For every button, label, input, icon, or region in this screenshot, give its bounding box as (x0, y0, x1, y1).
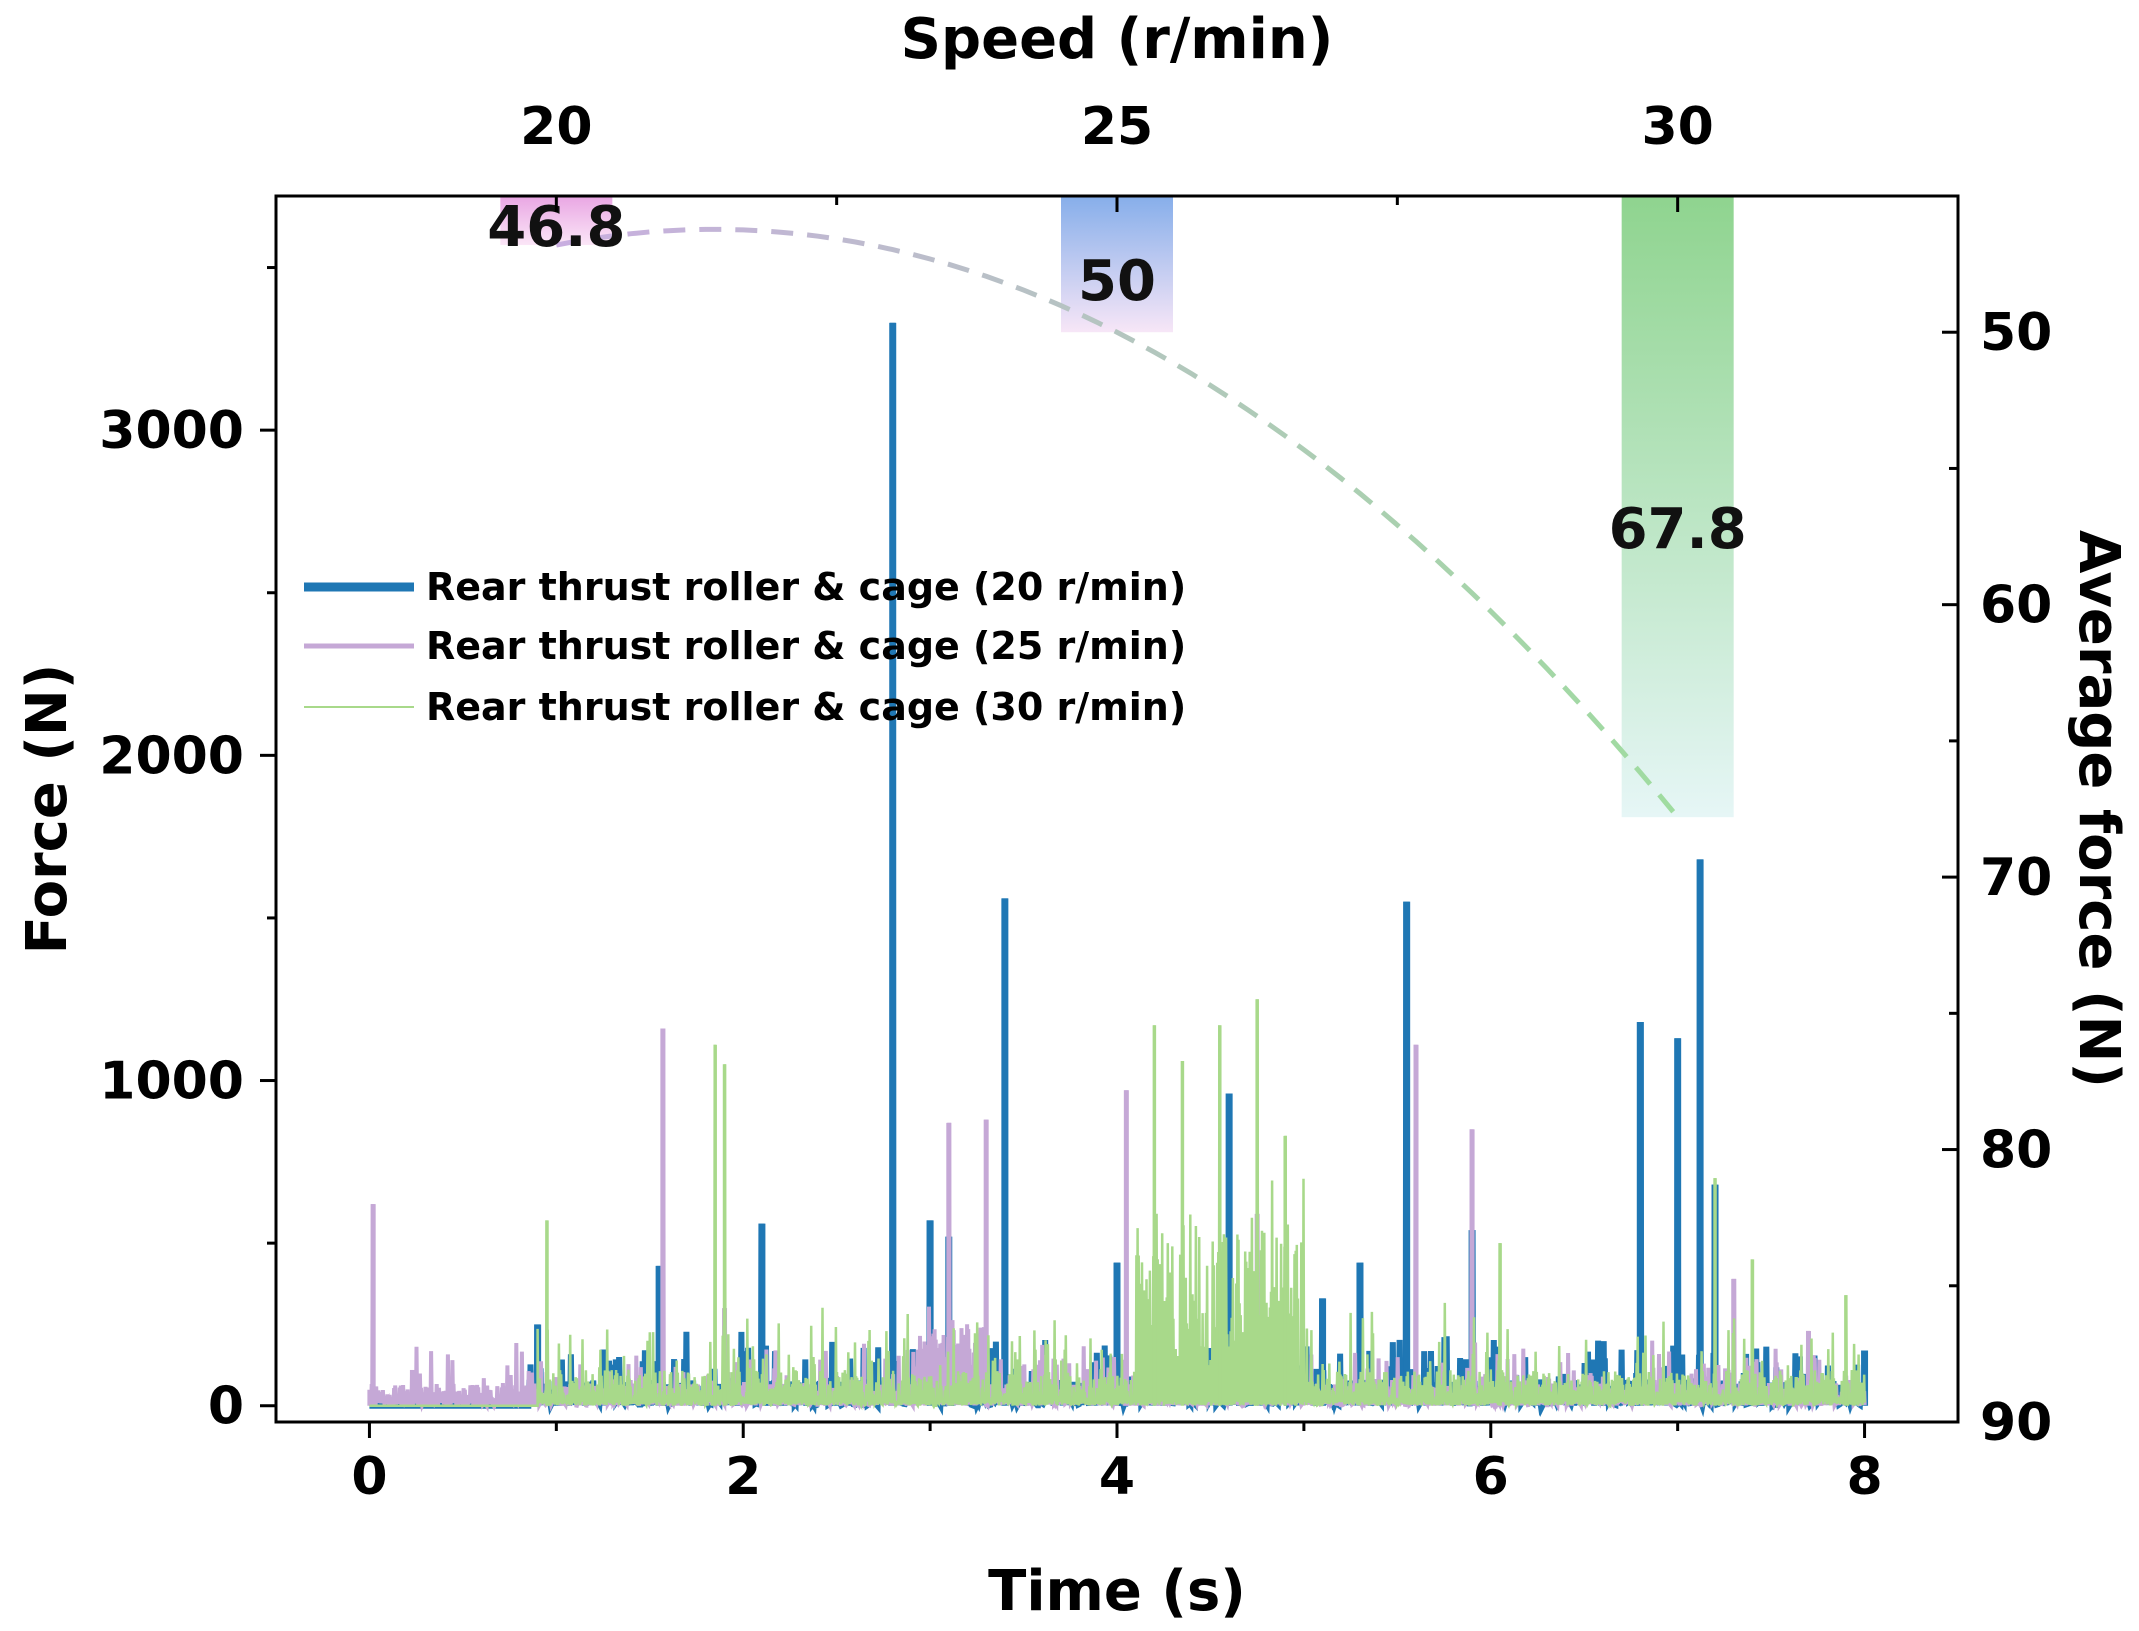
force-traces (367, 322, 1869, 1418)
avg-label-30: 67.8 (1609, 497, 1747, 562)
x-tick-label-2: 2 (725, 1447, 761, 1507)
x-tick-label-8: 8 (1846, 1447, 1882, 1507)
avg-bar-30 (1621, 196, 1734, 818)
right-tick-label-50: 50 (1980, 303, 2052, 363)
y-tick-label-2000: 2000 (99, 726, 244, 786)
right-axis-title: Average force (N) (2066, 530, 2131, 1088)
y-axis-title: Force (N) (15, 664, 80, 955)
legend-label-20: Rear thrust roller & cage (20 r/min) (426, 565, 1186, 609)
x-tick-label-4: 4 (1099, 1447, 1135, 1507)
average-force-bars (500, 196, 1734, 818)
legend: Rear thrust roller & cage (20 r/min) Rea… (304, 565, 1186, 729)
x-axis-title: Time (s) (988, 1559, 1246, 1624)
y-tick-label-1000: 1000 (99, 1052, 244, 1112)
legend-label-25: Rear thrust roller & cage (25 r/min) (426, 624, 1186, 668)
legend-label-30: Rear thrust roller & cage (30 r/min) (426, 685, 1186, 729)
x-tick-label-0: 0 (351, 1447, 387, 1507)
avg-bar-25 (1061, 196, 1173, 333)
y-tick-label-3000: 3000 (99, 401, 244, 461)
right-tick-label-80: 80 (1980, 1121, 2052, 1181)
x-tick-label-6: 6 (1473, 1447, 1509, 1507)
y-tick-label-0: 0 (208, 1377, 244, 1437)
top-tick-label-20: 20 (520, 97, 592, 157)
top-axis-title: Speed (r/min) (901, 7, 1334, 72)
average-force-trend (555, 226, 1680, 819)
right-tick-label-70: 70 (1980, 848, 2052, 908)
top-tick-label-25: 25 (1081, 97, 1153, 157)
avg-trend-line (555, 226, 1680, 819)
right-tick-label-90: 90 (1980, 1393, 2052, 1453)
trace-2 (369, 999, 1866, 1411)
top-tick-label-30: 30 (1641, 97, 1713, 157)
right-tick-label-60: 60 (1980, 576, 2052, 636)
avg-label-25: 50 (1078, 249, 1156, 314)
